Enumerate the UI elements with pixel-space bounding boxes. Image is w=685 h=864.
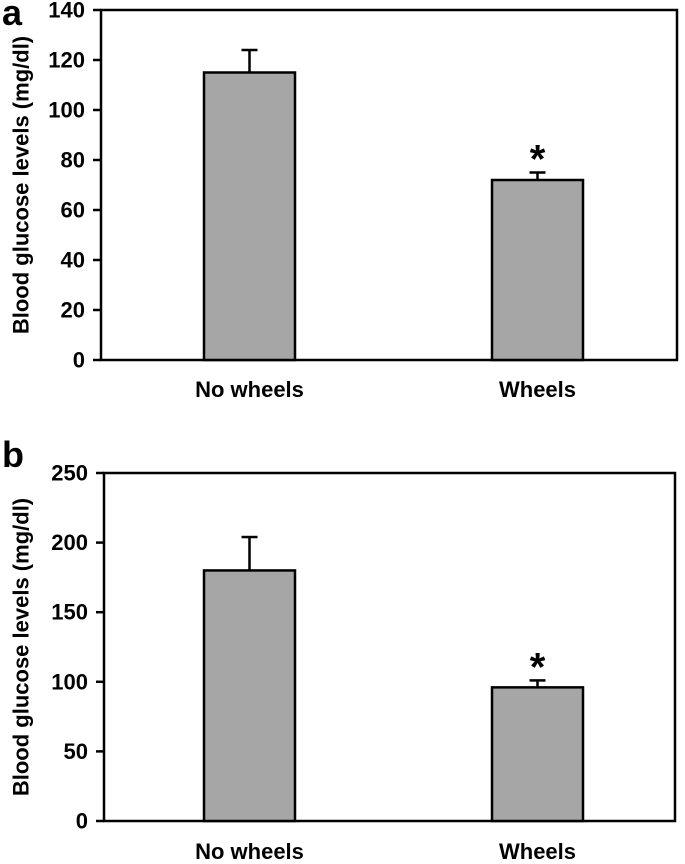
y-tick-label: 20 bbox=[61, 298, 85, 323]
y-axis-title: Blood glucose levels (mg/dl) bbox=[9, 36, 34, 334]
bar-chart-panel-b: Blood glucose levels (mg/dl) 0 50 100 150 20… bbox=[9, 461, 677, 864]
y-tick-label: 0 bbox=[76, 809, 88, 834]
y-tick-label: 100 bbox=[51, 669, 88, 694]
category-label: Wheels bbox=[499, 377, 576, 402]
y-tick-label: 200 bbox=[51, 530, 88, 555]
y-tick-label: 80 bbox=[61, 148, 85, 173]
category-label: Wheels bbox=[499, 839, 576, 864]
category-label: No wheels bbox=[195, 839, 304, 864]
bar-no-wheels bbox=[202, 569, 297, 823]
y-tick-label: 250 bbox=[51, 461, 88, 486]
y-axis-title: Blood glucose levels (mg/dl) bbox=[9, 498, 34, 796]
bar-no-wheels bbox=[202, 71, 297, 362]
category-label: No wheels bbox=[195, 377, 304, 402]
plot-border bbox=[99, 8, 679, 362]
significance-marker: * bbox=[530, 645, 546, 689]
significance-marker: * bbox=[530, 138, 546, 182]
bar-chart-panel-a: Blood glucose levels (mg/dl) 0 20 40 60 80 10… bbox=[9, 0, 679, 402]
y-tick-label: 140 bbox=[48, 0, 85, 23]
bar-wheels bbox=[490, 178, 585, 362]
y-tick-label: 60 bbox=[61, 198, 85, 223]
y-tick-label: 120 bbox=[48, 48, 85, 73]
y-tick-label: 100 bbox=[48, 98, 85, 123]
y-tick-label: 0 bbox=[73, 348, 85, 373]
bar-wheels bbox=[490, 686, 585, 823]
panel-label-b: b bbox=[2, 434, 24, 475]
panel-b: b Blood glucose levels (mg/dl) 0 50 100 150… bbox=[0, 432, 685, 864]
panel-a: a Blood glucose levels (mg/dl) 0 20 40 60 80… bbox=[2, 0, 679, 402]
plot-border bbox=[102, 471, 677, 823]
y-tick-label: 50 bbox=[64, 739, 88, 764]
y-tick-label: 40 bbox=[61, 248, 85, 273]
y-tick-label: 150 bbox=[51, 600, 88, 625]
panel-label-a: a bbox=[2, 0, 23, 33]
